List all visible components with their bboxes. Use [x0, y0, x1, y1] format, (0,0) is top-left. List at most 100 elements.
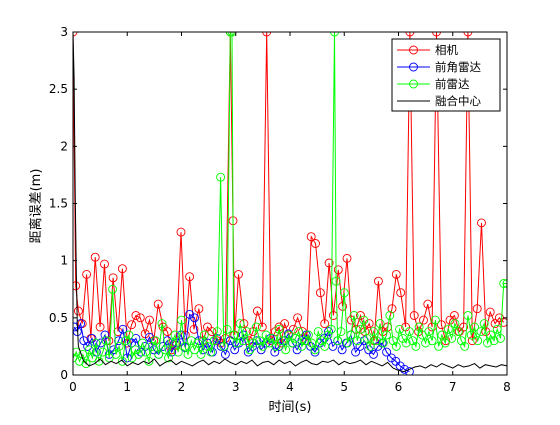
- data-point: [127, 320, 137, 330]
- data-point: [303, 330, 313, 340]
- data-point: [405, 32, 415, 37]
- data-point: [430, 315, 440, 325]
- data-point: [351, 347, 361, 357]
- data-point: [473, 336, 483, 346]
- data-point: [317, 336, 326, 346]
- data-point: [101, 336, 111, 346]
- data-point: [419, 315, 428, 325]
- y-tick-label: 2.5: [49, 82, 68, 96]
- data-point: [238, 336, 248, 346]
- data-point: [294, 327, 304, 337]
- data-point: [499, 279, 507, 288]
- data-point: [432, 32, 441, 37]
- x-tick-label: 0: [69, 380, 77, 394]
- data-point: [76, 319, 86, 329]
- data-point: [411, 341, 421, 351]
- data-point: [421, 338, 431, 348]
- data-point: [378, 338, 388, 348]
- data-point: [196, 349, 206, 359]
- data-point: [235, 319, 245, 329]
- data-point: [90, 252, 100, 262]
- data-point: [324, 258, 334, 268]
- data-point: [292, 345, 302, 355]
- data-point: [251, 322, 261, 332]
- x-tick-label: 5: [340, 380, 348, 394]
- data-point: [492, 324, 502, 334]
- data-point: [212, 327, 222, 337]
- data-point: [352, 336, 362, 346]
- data-point: [450, 319, 460, 329]
- data-point: [144, 356, 154, 366]
- data-point: [243, 347, 253, 357]
- data-point: [409, 311, 419, 320]
- data-point: [437, 330, 447, 340]
- data-point: [281, 345, 291, 355]
- y-tick-label: 0.5: [49, 311, 68, 325]
- y-axis-label: 距离误差(m): [28, 169, 44, 244]
- legend-label: 相机: [435, 43, 458, 57]
- data-point: [485, 307, 495, 317]
- data-point: [189, 324, 199, 334]
- data-point: [346, 315, 356, 325]
- x-tick-label: 8: [503, 380, 511, 394]
- data-point: [369, 349, 378, 359]
- data-point: [108, 273, 118, 283]
- legend-swatch-marker: [409, 79, 418, 89]
- data-point: [323, 330, 333, 340]
- legend-item: 前雷达: [397, 77, 470, 91]
- data-point: [167, 338, 177, 348]
- data-point: [234, 269, 243, 279]
- data-point: [463, 32, 473, 37]
- x-tick-label: 2: [178, 380, 186, 394]
- legend-swatch-marker: [409, 62, 418, 72]
- data-point: [391, 269, 401, 279]
- data-point: [216, 172, 226, 182]
- data-point: [288, 324, 298, 334]
- data-point: [117, 356, 127, 366]
- data-point: [382, 347, 392, 357]
- data-point: [326, 324, 336, 334]
- data-point: [395, 324, 405, 334]
- data-point: [91, 338, 101, 348]
- legend-item: 相机: [397, 43, 458, 57]
- data-point: [209, 336, 219, 346]
- data-point: [372, 336, 382, 346]
- data-point: [453, 327, 463, 337]
- data-point: [242, 327, 252, 337]
- data-point: [331, 276, 341, 286]
- y-tick-label: 1.5: [49, 197, 68, 211]
- data-point: [388, 336, 398, 346]
- data-point: [234, 338, 244, 348]
- data-point: [73, 306, 83, 316]
- data-point: [365, 341, 375, 351]
- data-point: [141, 347, 151, 357]
- data-point: [349, 311, 359, 320]
- data-point: [185, 309, 195, 319]
- y-tick-label: 3: [60, 25, 68, 39]
- data-point: [117, 264, 127, 274]
- data-point: [268, 333, 278, 343]
- data-point: [479, 319, 489, 329]
- data-point: [466, 330, 476, 340]
- data-point: [387, 304, 397, 314]
- data-point: [463, 311, 473, 320]
- series-group: [73, 32, 507, 373]
- series-group: [73, 32, 507, 369]
- data-point: [391, 341, 401, 351]
- data-point: [369, 327, 378, 337]
- data-point: [404, 367, 414, 375]
- data-point: [111, 349, 121, 359]
- data-point: [313, 327, 323, 337]
- data-point: [274, 324, 284, 334]
- y-tick-label: 2: [60, 139, 68, 153]
- data-point: [496, 333, 505, 343]
- data-point: [490, 319, 500, 329]
- data-point: [98, 347, 108, 357]
- data-point: [176, 330, 186, 340]
- data-point: [489, 336, 499, 346]
- data-point: [436, 320, 446, 330]
- data-point: [499, 317, 507, 327]
- data-point: [219, 341, 229, 351]
